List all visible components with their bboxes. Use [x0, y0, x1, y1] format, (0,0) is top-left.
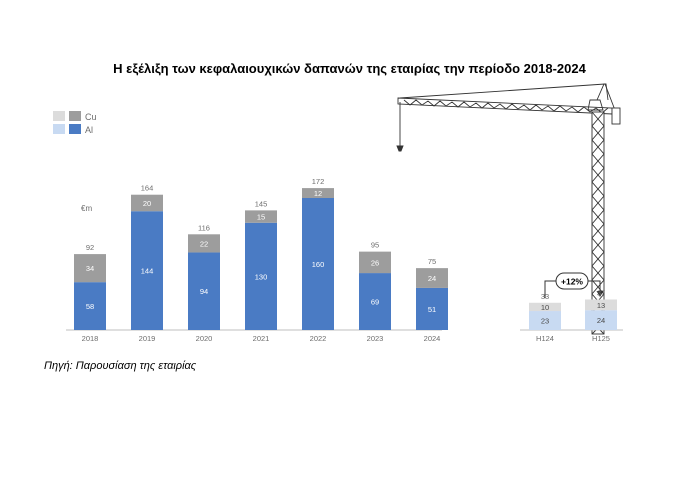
legend-cu-dark-swatch [69, 111, 81, 121]
legend-label-cu: Cu [85, 112, 97, 122]
bar-cu-2019 [131, 194, 163, 212]
bar-cu-2022 [302, 188, 334, 198]
bar-al-2022 [302, 198, 334, 330]
legend-label-al: Al [85, 125, 93, 135]
bar-cu-h125 [585, 299, 617, 311]
legend-al-light-swatch [53, 124, 65, 134]
bar-al-2023 [359, 273, 391, 330]
total-label-2020: 116 [198, 223, 210, 232]
data-label-al-h124: 23 [541, 317, 549, 326]
total-label-2023: 95 [371, 241, 379, 250]
tick-label-2018: 2018 [82, 334, 99, 343]
crane-icon [396, 83, 621, 335]
total-label-2021: 145 [255, 199, 268, 208]
bar-al-2019 [131, 211, 163, 330]
data-label-cu-2019: 20 [143, 199, 151, 208]
data-label-al-h125: 24 [597, 316, 605, 325]
data-label-cu-2020: 22 [200, 239, 208, 248]
total-label-2018: 92 [86, 243, 94, 252]
bar-al-2018 [74, 282, 106, 330]
growth-annotation: +12% [544, 272, 604, 298]
unit-label: €m [81, 204, 92, 213]
bar-cu-2024 [416, 268, 448, 288]
data-label-cu-2021: 15 [257, 213, 265, 222]
chart-title: Η εξέλιξη των κεφαλαιουχικών δαπανών της… [113, 61, 586, 76]
tick-label-2020: 2020 [196, 334, 213, 343]
tick-label-2019: 2019 [139, 334, 156, 343]
legend-cu-light-swatch [53, 111, 65, 121]
tick-label-h125: H125 [592, 334, 610, 343]
total-label-h124: 33 [541, 292, 549, 301]
bar-al-h124 [529, 311, 561, 330]
legend: Cu Al [53, 111, 97, 135]
legend-al-dark-swatch [69, 124, 81, 134]
bar-cu-2023 [359, 251, 391, 274]
data-label-al-2023: 69 [371, 298, 379, 307]
bar-cu-2021 [245, 210, 277, 223]
data-label-al-2022: 160 [312, 260, 325, 269]
data-label-cu-h124: 10 [541, 303, 549, 312]
bar-al-2021 [245, 222, 277, 330]
data-label-al-2024: 51 [428, 305, 436, 314]
total-label-2024: 75 [428, 257, 436, 266]
data-label-cu-2023: 26 [371, 258, 379, 267]
data-label-cu-2024: 24 [428, 274, 436, 283]
bars-group: 58 34 92 2018 144 20 164 2019 94 22 116 2020 130 15 14… [74, 177, 617, 343]
bar-al-h125 [585, 310, 617, 330]
total-label-2019: 164 [141, 184, 154, 193]
data-label-cu-2018: 34 [86, 264, 94, 273]
data-label-al-2020: 94 [200, 287, 208, 296]
data-label-cu-h125: 13 [597, 301, 605, 310]
total-label-h125: 37 [597, 288, 605, 297]
source-note: Πηγή: Παρουσίαση της εταιρίας [44, 360, 197, 372]
bar-cu-2018 [74, 254, 106, 283]
tick-label-2024: 2024 [424, 334, 441, 343]
data-label-al-2021: 130 [255, 272, 268, 281]
growth-label: +12% [561, 277, 583, 287]
bar-al-2024 [416, 287, 448, 330]
data-label-al-2018: 58 [86, 302, 94, 311]
chart: Cu Al €m +12% 58 34 92 2018 144 20 164 2019 94 22… [53, 83, 623, 343]
data-label-al-2019: 144 [141, 267, 154, 276]
tick-label-2021: 2021 [253, 334, 270, 343]
data-label-cu-2022: 12 [314, 189, 322, 198]
bar-cu-h124 [529, 302, 561, 312]
bar-cu-2020 [188, 234, 220, 253]
tick-label-2023: 2023 [367, 334, 384, 343]
total-label-2022: 172 [312, 177, 325, 186]
tick-label-2022: 2022 [310, 334, 327, 343]
bar-al-2020 [188, 252, 220, 330]
tick-label-h124: H124 [536, 334, 554, 343]
